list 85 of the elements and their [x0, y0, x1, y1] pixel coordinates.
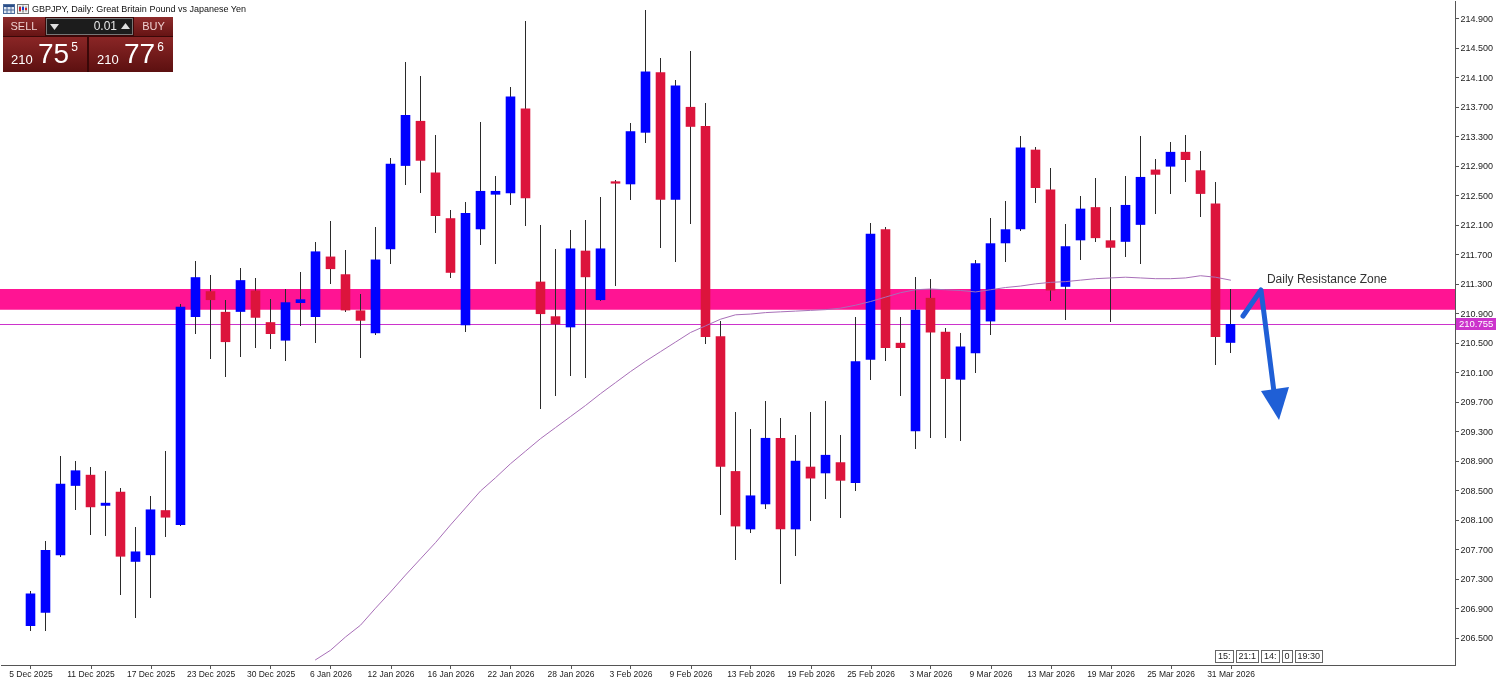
y-tick-label: 208.900 — [1460, 456, 1494, 467]
candlestick — [205, 275, 216, 359]
candlestick — [610, 180, 621, 286]
x-tick-label: 12 Jan 2026 — [367, 668, 415, 679]
x-tick-label: 11 Dec 2025 — [67, 668, 116, 679]
y-tick-label: 212.500 — [1460, 190, 1494, 201]
y-tick-label: 210.500 — [1460, 338, 1494, 349]
y-tick-label: 211.300 — [1460, 279, 1493, 290]
label-box: 14: — [1261, 650, 1280, 663]
x-tick-label: 6 Jan 2026 — [309, 668, 353, 679]
x-tick-label: 5 Dec 2025 — [9, 668, 54, 679]
x-tick-label: 3 Feb 2026 — [609, 668, 653, 679]
candlestick — [355, 293, 366, 359]
x-tick-label: 22 Jan 2026 — [487, 668, 535, 679]
label-box: 21:1 — [1235, 650, 1260, 663]
button: SELL — [3, 17, 45, 36]
ref-line-label: 210.755 — [1459, 318, 1494, 330]
button: BUY — [134, 17, 173, 36]
y-tick-label: 214.500 — [1460, 43, 1494, 54]
x-tick-label: 9 Feb 2026 — [669, 668, 713, 679]
line-series — [315, 275, 1231, 661]
y-tick-label: 209.700 — [1460, 397, 1494, 408]
y-tick-label: 207.300 — [1460, 574, 1494, 585]
candlestick — [265, 298, 276, 350]
x-tick-label: 16 Jan 2026 — [427, 668, 475, 679]
candlestick — [835, 435, 846, 519]
candlestick — [685, 51, 696, 224]
candlestick — [325, 221, 336, 284]
candlestick — [490, 175, 501, 264]
y-tick-label: 209.300 — [1460, 426, 1494, 437]
candlestick — [160, 451, 171, 538]
x-tick-label: 23 Dec 2025 — [186, 668, 236, 679]
x-tick-label: 28 Jan 2026 — [547, 668, 595, 679]
x-tick-label: 19 Feb 2026 — [787, 668, 836, 679]
candlestick — [100, 471, 111, 536]
y-tick-label: 212.900 — [1460, 161, 1494, 172]
x-tick-label: 30 Dec 2025 — [246, 668, 296, 679]
y-tick-label: 214.100 — [1460, 72, 1494, 83]
y-tick-label: 211.700 — [1460, 249, 1493, 260]
x-tick-label: 13 Feb 2026 — [727, 668, 776, 679]
x-tick-label: 13 Mar 2026 — [1027, 668, 1076, 679]
annotation: 0.01 — [92, 19, 117, 34]
annotation: 210 — [11, 52, 33, 67]
y-tick-label: 212.100 — [1460, 220, 1494, 231]
y-tick-label: 206.500 — [1460, 633, 1494, 644]
candlestick — [1195, 150, 1206, 217]
y-tick-label: 208.100 — [1460, 515, 1494, 526]
y-tick-label: 206.900 — [1460, 603, 1494, 614]
candlestick — [550, 249, 561, 396]
label-box: 0 — [1281, 650, 1293, 663]
price-box: 210 75$^{5}$ — [3, 37, 87, 72]
candlestick — [1105, 206, 1116, 322]
y-tick-label: 210.100 — [1460, 367, 1494, 378]
label-box: 15: — [1215, 650, 1234, 663]
x-tick-label: 9 Mar 2026 — [969, 668, 1013, 679]
candlestick — [70, 461, 81, 510]
annotation: 77$^{6}$ — [124, 37, 164, 69]
y-tick-label: 213.300 — [1460, 131, 1494, 142]
candlestick — [1225, 288, 1236, 353]
candlestick — [1165, 141, 1176, 194]
candlestick — [1000, 200, 1011, 263]
chart-title: GBPJPY, Daily: Great Britain Pound vs Japanese Yen — [32, 4, 246, 14]
x-tick-label: 25 Mar 2026 — [1147, 668, 1196, 679]
annotation: 210 — [97, 52, 119, 67]
x-tick-label: 17 Dec 2025 — [126, 668, 176, 679]
x-tick-label: 3 Mar 2026 — [909, 668, 953, 679]
annotation: 75$^{5}$ — [38, 37, 78, 69]
x-tick-label: 25 Feb 2026 — [847, 668, 896, 679]
candlestick — [820, 401, 831, 499]
price-box: 210 77$^{6}$ — [89, 37, 173, 72]
y-tick-label: 213.700 — [1460, 102, 1494, 113]
candlestick — [1150, 159, 1161, 215]
candlestick — [1180, 135, 1191, 182]
x-tick-label: 19 Mar 2026 — [1087, 668, 1136, 679]
y-tick-label: 208.500 — [1460, 485, 1494, 496]
y-tick-label: 207.700 — [1460, 544, 1494, 555]
number-field: 0.01 — [46, 18, 133, 35]
candlestick — [130, 526, 141, 618]
y-tick-label: 214.900 — [1460, 13, 1494, 24]
band-label: Daily Resistance Zone — [1266, 272, 1388, 286]
y-tick-label: 210.900 — [1460, 308, 1494, 319]
candlestick — [295, 272, 306, 326]
candlestick — [895, 317, 906, 396]
x-tick-label: 31 Mar 2026 — [1207, 668, 1256, 679]
label-box: 19:30 — [1294, 650, 1324, 663]
